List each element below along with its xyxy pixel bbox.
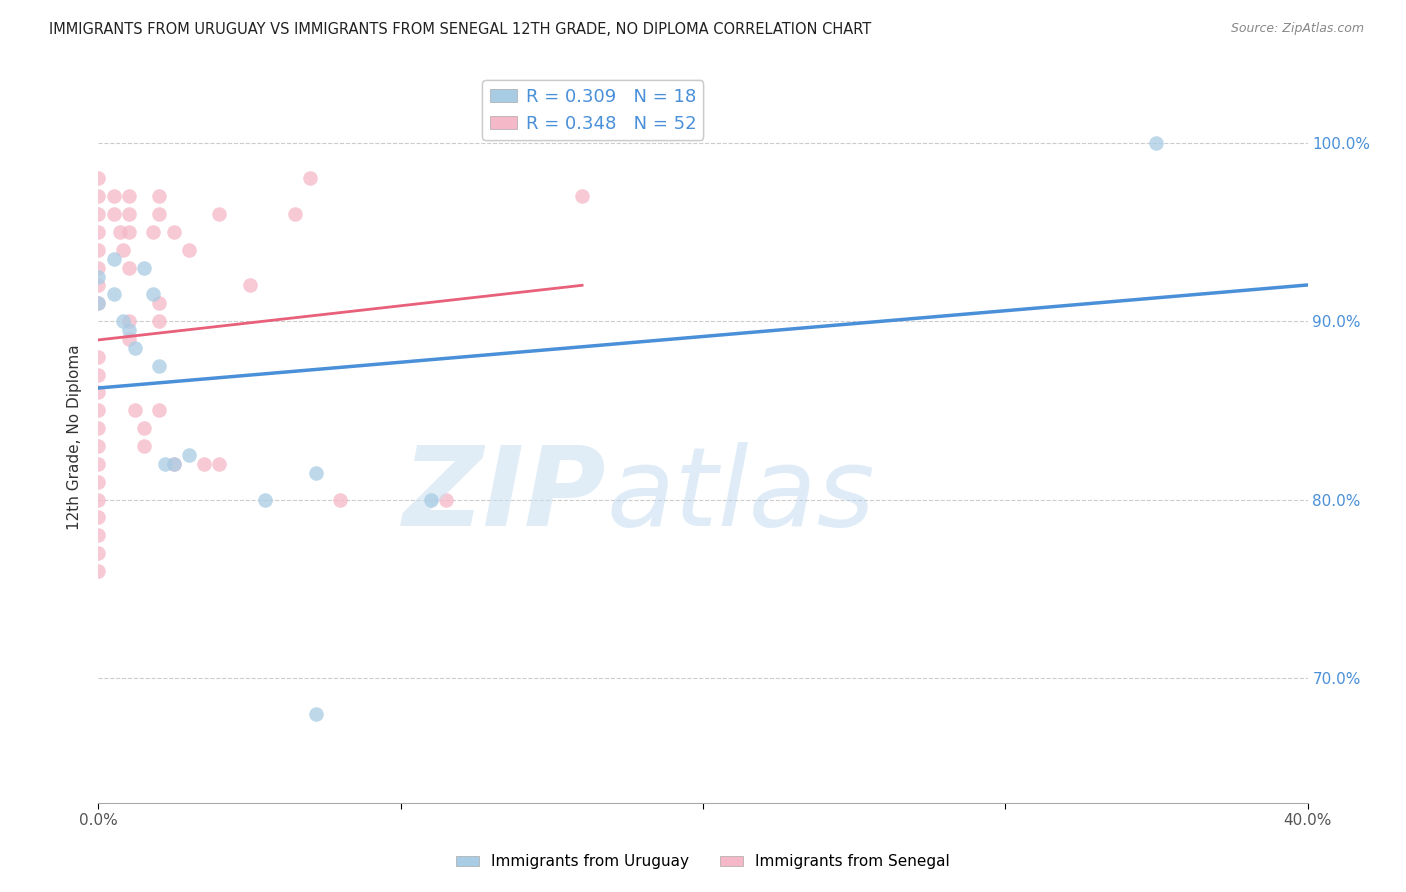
Point	[124, 403, 146, 417]
Point	[103, 207, 125, 221]
Point	[118, 314, 141, 328]
Point	[87, 260, 110, 275]
Point	[163, 225, 186, 239]
Point	[299, 171, 322, 186]
Point	[132, 260, 155, 275]
Point	[87, 207, 110, 221]
Point	[87, 421, 110, 435]
Point	[87, 243, 110, 257]
Point	[118, 260, 141, 275]
Point	[87, 439, 110, 453]
Point	[571, 189, 593, 203]
Point	[124, 341, 146, 355]
Point	[103, 252, 125, 266]
Point	[148, 296, 170, 310]
Point	[87, 225, 110, 239]
Point	[87, 457, 110, 471]
Point	[108, 225, 131, 239]
Point	[179, 243, 201, 257]
Point	[193, 457, 215, 471]
Point	[118, 332, 141, 346]
Point	[239, 278, 262, 293]
Point	[305, 466, 328, 480]
Text: atlas: atlas	[606, 442, 875, 549]
Point	[111, 314, 134, 328]
Point	[87, 564, 110, 578]
Legend: Immigrants from Uruguay, Immigrants from Senegal: Immigrants from Uruguay, Immigrants from…	[450, 848, 956, 875]
Point	[118, 323, 141, 337]
Point	[87, 350, 110, 364]
Point	[87, 296, 110, 310]
Point	[305, 706, 328, 721]
Y-axis label: 12th Grade, No Diploma: 12th Grade, No Diploma	[67, 344, 83, 530]
Point	[142, 287, 165, 301]
Point	[132, 439, 155, 453]
Point	[87, 546, 110, 560]
Point	[103, 189, 125, 203]
Point	[87, 368, 110, 382]
Point	[420, 492, 443, 507]
Point	[148, 314, 170, 328]
Point	[148, 403, 170, 417]
Point	[87, 385, 110, 400]
Point	[87, 510, 110, 524]
Point	[1144, 136, 1167, 150]
Point	[163, 457, 186, 471]
Point	[208, 207, 231, 221]
Point	[87, 269, 110, 284]
Point	[87, 171, 110, 186]
Point	[434, 492, 457, 507]
Point	[87, 528, 110, 542]
Point	[148, 189, 170, 203]
Point	[148, 359, 170, 373]
Point	[142, 225, 165, 239]
Point	[87, 189, 110, 203]
Point	[87, 296, 110, 310]
Text: IMMIGRANTS FROM URUGUAY VS IMMIGRANTS FROM SENEGAL 12TH GRADE, NO DIPLOMA CORREL: IMMIGRANTS FROM URUGUAY VS IMMIGRANTS FR…	[49, 22, 872, 37]
Point	[111, 243, 134, 257]
Point	[87, 475, 110, 489]
Point	[118, 207, 141, 221]
Text: Source: ZipAtlas.com: Source: ZipAtlas.com	[1230, 22, 1364, 36]
Point	[284, 207, 307, 221]
Point	[148, 207, 170, 221]
Point	[253, 492, 276, 507]
Point	[87, 278, 110, 293]
Point	[163, 457, 186, 471]
Point	[118, 225, 141, 239]
Point	[179, 448, 201, 462]
Text: ZIP: ZIP	[402, 442, 606, 549]
Point	[132, 421, 155, 435]
Point	[87, 492, 110, 507]
Point	[153, 457, 176, 471]
Point	[87, 403, 110, 417]
Point	[329, 492, 352, 507]
Point	[208, 457, 231, 471]
Point	[103, 287, 125, 301]
Legend: R = 0.309   N = 18, R = 0.348   N = 52: R = 0.309 N = 18, R = 0.348 N = 52	[482, 80, 703, 140]
Point	[118, 189, 141, 203]
